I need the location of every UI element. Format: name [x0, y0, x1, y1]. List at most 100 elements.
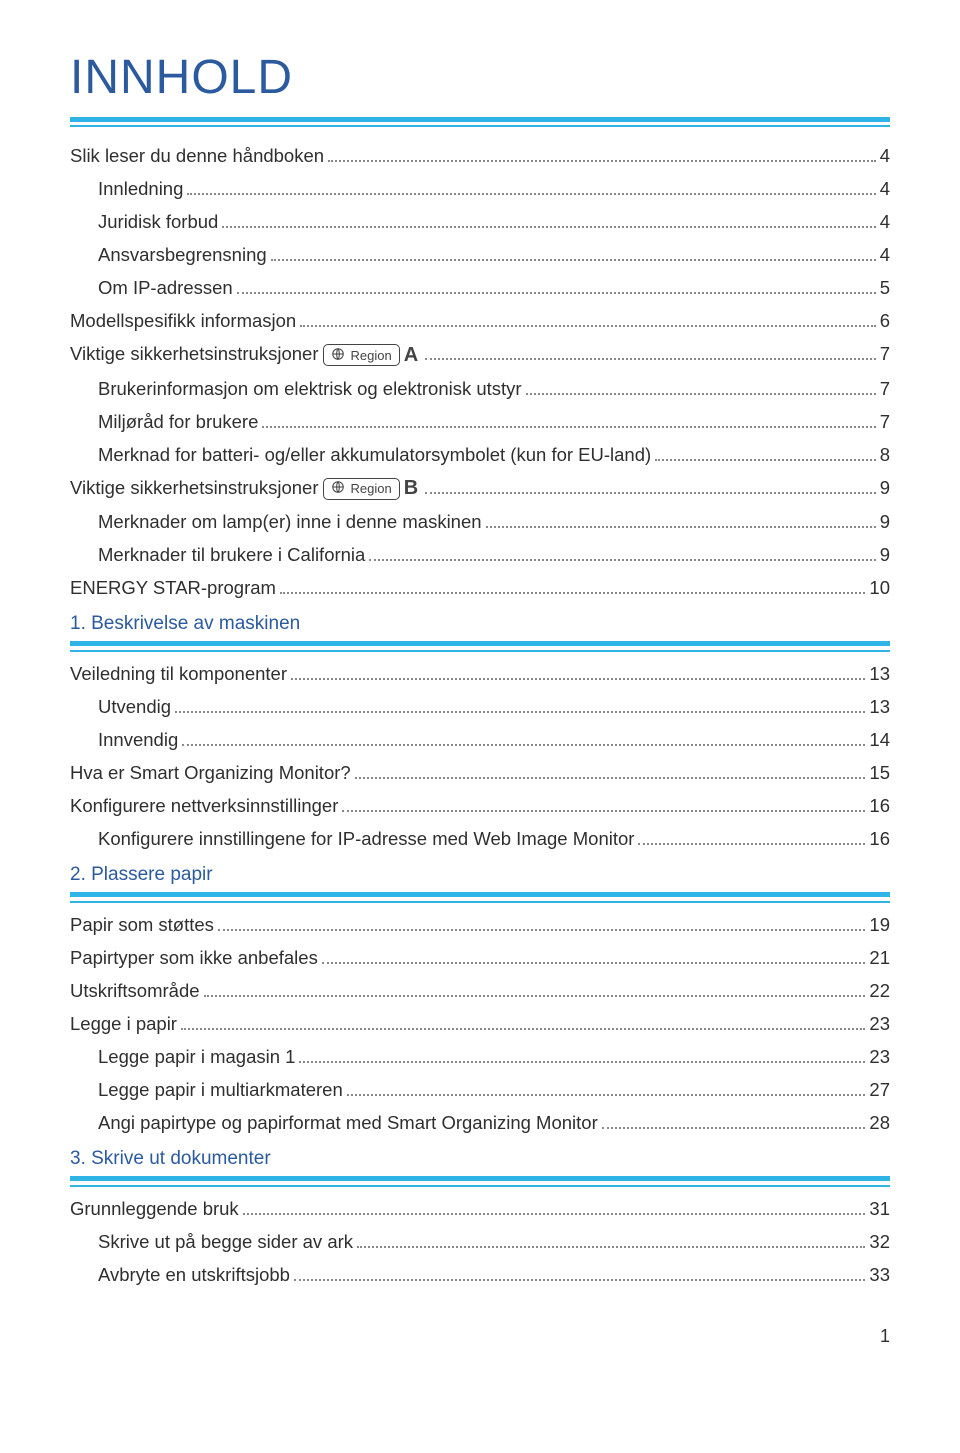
toc-leader: [602, 1127, 866, 1129]
toc-label: Innvendig: [98, 729, 178, 751]
toc-entry: Miljøråd for brukere 7: [70, 411, 890, 433]
toc-entry: Konfigurere innstillingene for IP-adress…: [70, 828, 890, 850]
toc-leader: [425, 358, 876, 360]
toc-leader: [294, 1279, 865, 1281]
toc-entry: Modellspesifikk informasjon 6: [70, 310, 890, 332]
toc-entry: Legge papir i magasin 123: [70, 1046, 890, 1068]
toc-leader: [187, 193, 875, 195]
toc-entry: Avbryte en utskriftsjobb33: [70, 1264, 890, 1286]
toc-entry: Papir som støttes 19: [70, 914, 890, 936]
toc-entry: ENERGY STAR-program10: [70, 577, 890, 599]
toc-leader: [182, 744, 865, 746]
toc-page: 6: [880, 310, 890, 332]
toc-entry: Hva er Smart Organizing Monitor?15: [70, 762, 890, 784]
toc-page: 4: [880, 244, 890, 266]
toc-leader: [655, 459, 876, 461]
toc-leader: [526, 393, 876, 395]
toc-page: 14: [869, 729, 890, 751]
toc-label: Miljøråd for brukere: [98, 411, 258, 433]
toc-leader: [243, 1213, 866, 1215]
toc-entry: Viktige sikkerhetsinstruksjoner Region A…: [70, 343, 890, 367]
toc-page: 9: [880, 544, 890, 566]
toc-page: 7: [880, 411, 890, 433]
toc-label: Angi papirtype og papirformat med Smart …: [98, 1112, 598, 1134]
toc-label: Legge i papir: [70, 1013, 177, 1035]
toc-label: Viktige sikkerhetsinstruksjoner Region B: [70, 477, 421, 501]
toc-entry: Merknader til brukere i California9: [70, 544, 890, 566]
toc-label: Viktige sikkerhetsinstruksjoner Region A: [70, 343, 421, 367]
toc-page: 21: [869, 947, 890, 969]
toc-label: Avbryte en utskriftsjobb: [98, 1264, 290, 1286]
toc-entry: Innvendig 14: [70, 729, 890, 751]
toc-leader: [175, 711, 865, 713]
toc-page: 23: [869, 1013, 890, 1035]
toc-page: 28: [869, 1112, 890, 1134]
toc-label: Merknader om lamp(er) inne i denne maski…: [98, 511, 482, 533]
region-letter: B: [404, 477, 418, 499]
toc-entry: Angi papirtype og papirformat med Smart …: [70, 1112, 890, 1134]
toc-label: Ansvarsbegrensning: [98, 244, 267, 266]
page-number: 1: [70, 1326, 890, 1347]
toc-leader: [271, 259, 876, 261]
toc-entry: Grunnleggende bruk31: [70, 1198, 890, 1220]
toc-page: 5: [880, 277, 890, 299]
toc-page: 4: [880, 211, 890, 233]
toc-leader: [262, 426, 875, 428]
toc-entry: Skrive ut på begge sider av ark 32: [70, 1231, 890, 1253]
toc-leader: [357, 1246, 865, 1248]
table-of-contents: Slik leser du denne håndboken4Innledning…: [70, 145, 890, 1286]
region-letter: A: [404, 344, 418, 366]
region-badge: Region: [323, 478, 400, 500]
toc-leader: [347, 1094, 866, 1096]
toc-label: Papir som støttes: [70, 914, 214, 936]
toc-entry: Brukerinformasjon om elektrisk og elektr…: [70, 378, 890, 400]
toc-entry: Ansvarsbegrensning 4: [70, 244, 890, 266]
toc-label: Utskriftsområde: [70, 980, 200, 1002]
toc-page: 9: [880, 477, 890, 499]
toc-page: 15: [869, 762, 890, 784]
toc-label: Juridisk forbud: [98, 211, 218, 233]
toc-page: 4: [880, 145, 890, 167]
toc-label: Konfigurere innstillingene for IP-adress…: [98, 828, 634, 850]
toc-page: 32: [869, 1231, 890, 1253]
section-heading: 3. Skrive ut dokumenter: [70, 1148, 890, 1170]
toc-leader: [369, 559, 875, 561]
section-heading: 2. Plassere papir: [70, 864, 890, 886]
toc-entry: Veiledning til komponenter13: [70, 663, 890, 685]
toc-leader: [425, 492, 876, 494]
toc-entry: Om IP-adressen 5: [70, 277, 890, 299]
toc-entry: Merknad for batteri- og/eller akkumulato…: [70, 444, 890, 466]
toc-entry: Utvendig13: [70, 696, 890, 718]
toc-entry: Legge papir i multiarkmateren27: [70, 1079, 890, 1101]
toc-page: 23: [869, 1046, 890, 1068]
toc-entry: Konfigurere nettverksinnstillinger 16: [70, 795, 890, 817]
toc-leader: [222, 226, 875, 228]
toc-entry: Juridisk forbud 4: [70, 211, 890, 233]
toc-entry: Slik leser du denne håndboken4: [70, 145, 890, 167]
toc-entry: Merknader om lamp(er) inne i denne maski…: [70, 511, 890, 533]
toc-label: Modellspesifikk informasjon: [70, 310, 296, 332]
toc-page: 13: [869, 696, 890, 718]
toc-leader: [181, 1028, 865, 1030]
toc-label: Skrive ut på begge sider av ark: [98, 1231, 353, 1253]
toc-page: 16: [869, 828, 890, 850]
toc-entry: Papirtyper som ikke anbefales 21: [70, 947, 890, 969]
toc-leader: [300, 325, 876, 327]
toc-page: 7: [880, 378, 890, 400]
toc-leader: [355, 777, 866, 779]
toc-page: 22: [869, 980, 890, 1002]
toc-entry: Viktige sikkerhetsinstruksjoner Region B…: [70, 477, 890, 501]
toc-page: 13: [869, 663, 890, 685]
toc-page: 31: [869, 1198, 890, 1220]
toc-leader: [237, 292, 876, 294]
toc-label: Om IP-adressen: [98, 277, 233, 299]
toc-page: 4: [880, 178, 890, 200]
toc-label: ENERGY STAR-program: [70, 577, 276, 599]
toc-leader: [328, 160, 876, 162]
toc-label: Papirtyper som ikke anbefales: [70, 947, 318, 969]
toc-leader: [280, 592, 865, 594]
toc-label: Konfigurere nettverksinnstillinger: [70, 795, 338, 817]
toc-leader: [299, 1061, 865, 1063]
toc-page: 19: [869, 914, 890, 936]
toc-page: 16: [869, 795, 890, 817]
